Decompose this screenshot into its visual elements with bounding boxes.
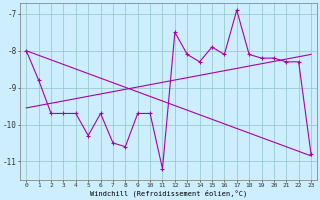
X-axis label: Windchill (Refroidissement éolien,°C): Windchill (Refroidissement éolien,°C) — [90, 190, 247, 197]
